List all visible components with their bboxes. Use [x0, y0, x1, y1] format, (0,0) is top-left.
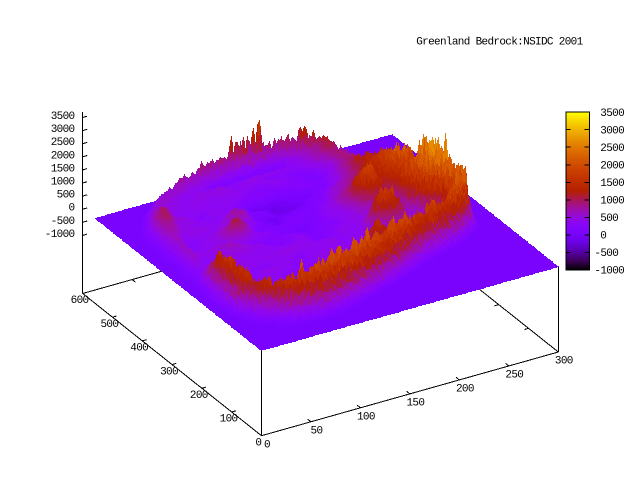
svg-text:2000: 2000 — [600, 161, 624, 173]
svg-text:200: 200 — [190, 390, 208, 402]
svg-text:1500: 1500 — [51, 163, 75, 175]
svg-text:1000: 1000 — [600, 196, 624, 208]
svg-text:2500: 2500 — [600, 143, 624, 155]
svg-text:3000: 3000 — [51, 124, 75, 136]
svg-text:200: 200 — [456, 384, 474, 396]
svg-text:0: 0 — [600, 231, 606, 243]
svg-text:500: 500 — [600, 213, 618, 225]
svg-text:500: 500 — [100, 319, 118, 331]
svg-text:400: 400 — [130, 343, 148, 355]
svg-text:500: 500 — [57, 190, 75, 202]
svg-text:300: 300 — [160, 366, 178, 378]
svg-text:50: 50 — [311, 425, 323, 437]
svg-text:100: 100 — [220, 414, 238, 426]
svg-text:3000: 3000 — [600, 126, 624, 138]
svg-text:0: 0 — [69, 203, 75, 215]
svg-text:3500: 3500 — [51, 111, 75, 123]
svg-text:2500: 2500 — [51, 137, 75, 149]
svg-text:3500: 3500 — [600, 108, 624, 120]
svg-text:1000: 1000 — [51, 177, 75, 189]
svg-text:-1000: -1000 — [594, 266, 624, 278]
svg-text:1500: 1500 — [600, 178, 624, 190]
svg-text:0: 0 — [255, 437, 261, 449]
svg-text:-500: -500 — [51, 216, 75, 228]
svg-text:100: 100 — [357, 411, 375, 423]
svg-text:-500: -500 — [594, 248, 618, 260]
svg-text:250: 250 — [505, 370, 523, 382]
svg-text:300: 300 — [555, 356, 573, 368]
svg-text:0: 0 — [264, 439, 270, 451]
svg-text:150: 150 — [406, 398, 424, 410]
svg-text:-1000: -1000 — [45, 229, 75, 241]
svg-text:600: 600 — [71, 295, 89, 307]
svg-text:Greenland Bedrock:NSIDC 2001: Greenland Bedrock:NSIDC 2001 — [416, 37, 583, 49]
svg-text:2000: 2000 — [51, 150, 75, 162]
